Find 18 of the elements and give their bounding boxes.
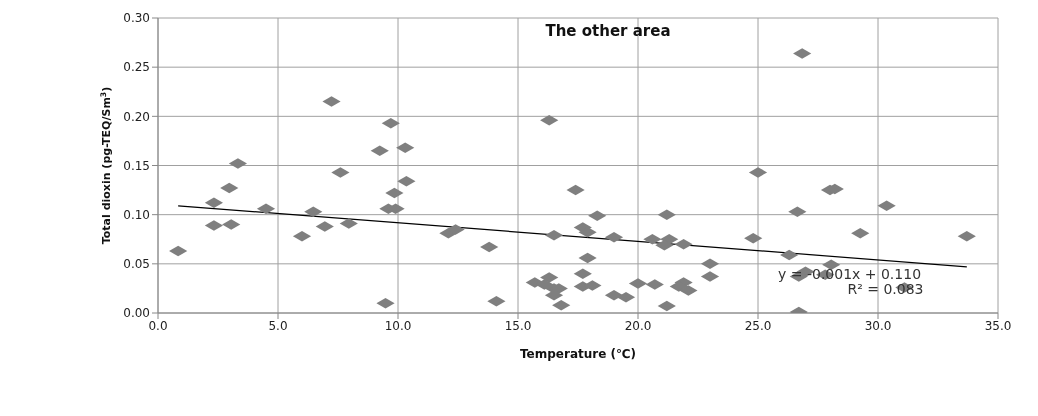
y-tick-label: 0.05 <box>123 257 150 272</box>
annotation: R² = 0.083 <box>846 281 925 297</box>
y-tick-label: 0.25 <box>123 60 150 75</box>
x-tick-label: 30.0 <box>864 318 892 333</box>
y-tick-label: 0.10 <box>123 207 150 222</box>
y-tick-label: 0.30 <box>123 11 150 26</box>
x-tick-label: 5.0 <box>268 318 288 333</box>
y-tick-label: 0.00 <box>123 306 150 321</box>
y-tick-label: 0.20 <box>123 109 150 124</box>
x-tick-label: 35.0 <box>984 318 1012 333</box>
x-tick-label: 10.0 <box>384 318 412 333</box>
y-tick-label: 0.15 <box>123 158 150 173</box>
x-tick-label: 15.0 <box>504 318 532 333</box>
x-tick-label: 0.0 <box>148 318 168 333</box>
x-axis-title: Temperature (℃) <box>520 347 636 361</box>
x-tick-label: 20.0 <box>624 318 652 333</box>
chart-title: The other area <box>544 22 672 40</box>
x-tick-label: 25.0 <box>744 318 772 333</box>
